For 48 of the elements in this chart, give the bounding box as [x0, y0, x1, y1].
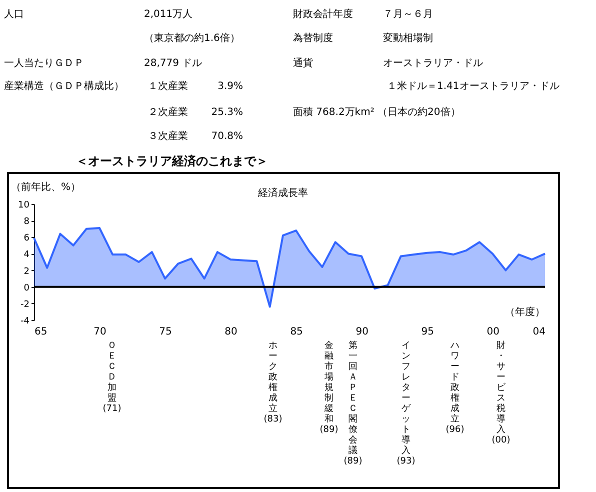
- x-tick-label: 70: [94, 326, 106, 338]
- text: ハワード政権成立(96): [446, 341, 464, 435]
- y-tick-label: 4: [24, 250, 30, 260]
- text: インフレターゲット導入(93): [396, 341, 416, 466]
- x-tick-label: 65: [34, 326, 48, 338]
- text: ホーク政権成立(83): [264, 341, 282, 424]
- text: 変動相場制: [383, 32, 433, 44]
- text: 産業構造（ＧＤＰ構成比）: [4, 80, 124, 92]
- text: ２次産業: [148, 106, 188, 118]
- text: １次産業: [148, 80, 188, 92]
- y-tick-label: 10: [18, 200, 30, 210]
- y-tick-label: 8: [24, 217, 30, 228]
- chart-subtitle: 経済成長率: [257, 187, 308, 199]
- text: 3.9%: [218, 81, 243, 92]
- text: 財・サービス税導入(00): [492, 341, 510, 446]
- text: 面積 768.2万km² （日本の約20倍）: [293, 106, 460, 118]
- y-tick-label: -4: [20, 316, 30, 326]
- y-tick-label: 6: [24, 234, 30, 244]
- y-axis-title: （前年比、%）: [11, 181, 81, 193]
- x-tick-label: 85: [290, 326, 303, 338]
- x-axis-title: （年度）: [505, 306, 545, 318]
- text: 2,011万人: [144, 9, 193, 20]
- text: ７月～６月: [383, 9, 433, 20]
- text: 25.3%: [211, 107, 243, 118]
- text: 70.8%: [211, 131, 243, 142]
- x-tick-label: 80: [224, 326, 238, 338]
- x-tick-label: 90: [356, 326, 368, 338]
- text: 財政会計年度: [293, 8, 353, 20]
- text: 通貨: [293, 57, 313, 69]
- text: ３次産業: [148, 130, 188, 142]
- text: 28,779 ドル: [144, 58, 202, 69]
- text: 一人当たりＧＤＰ: [4, 57, 84, 69]
- text: （東京都の約1.6倍）: [144, 32, 240, 44]
- y-tick-label: 2: [24, 266, 30, 277]
- text: 為替制度: [293, 32, 333, 44]
- text: ＯＥＣＤ加盟(71): [102, 341, 122, 414]
- x-tick-label: 75: [159, 326, 172, 338]
- x-tick-label: 95: [421, 326, 434, 338]
- chart-title: ＜オーストラリア経済のこれまで＞: [76, 154, 268, 168]
- x-tick-label: 00: [486, 326, 500, 338]
- y-tick-label: 0: [24, 283, 30, 294]
- text: １米ドル＝1.41オーストラリア・ドル: [387, 80, 560, 92]
- text: 人口: [4, 9, 24, 20]
- text: 第一回ＡＰＥＣ閣僚会議(89): [344, 341, 362, 466]
- y-tick-label: -2: [20, 300, 30, 310]
- x-tick-label: 04: [532, 326, 546, 338]
- text: オーストラリア・ドル: [383, 58, 483, 69]
- text: 金融市場規制緩和(89): [320, 341, 338, 435]
